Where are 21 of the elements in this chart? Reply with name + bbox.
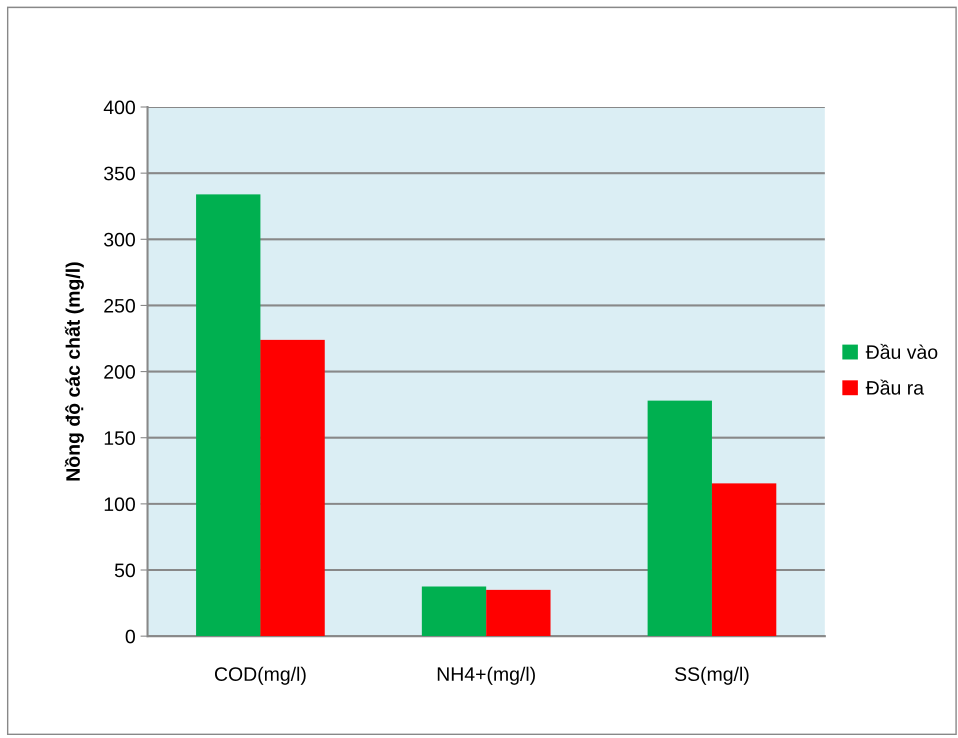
bar xyxy=(196,194,260,636)
x-tick-label: SS(mg/l) xyxy=(675,666,749,685)
y-tick-label: 50 xyxy=(114,563,135,578)
x-tick-label: NH4+(mg/l) xyxy=(438,666,535,685)
y-tick-label: 200 xyxy=(104,365,135,379)
y-tick-label: 100 xyxy=(104,497,135,512)
y-tick-label: 150 xyxy=(104,431,135,445)
legend-label: Đầu ra xyxy=(866,380,924,395)
y-tick-label: 350 xyxy=(104,166,135,180)
y-tick-label: 250 xyxy=(104,298,135,313)
bar xyxy=(260,340,325,636)
bar xyxy=(422,586,486,636)
bar xyxy=(648,400,712,636)
x-tick-label: COD(mg/l) xyxy=(214,666,306,685)
y-tick-label: 300 xyxy=(104,232,135,247)
bar xyxy=(712,483,776,636)
y-axis-title: Nồng độ các chất (mg/l) xyxy=(64,262,84,480)
y-tick-label: 400 xyxy=(104,100,135,114)
bar xyxy=(486,590,551,636)
y-tick-label: 0 xyxy=(126,630,135,644)
legend-label: Đầu vào xyxy=(866,344,938,359)
